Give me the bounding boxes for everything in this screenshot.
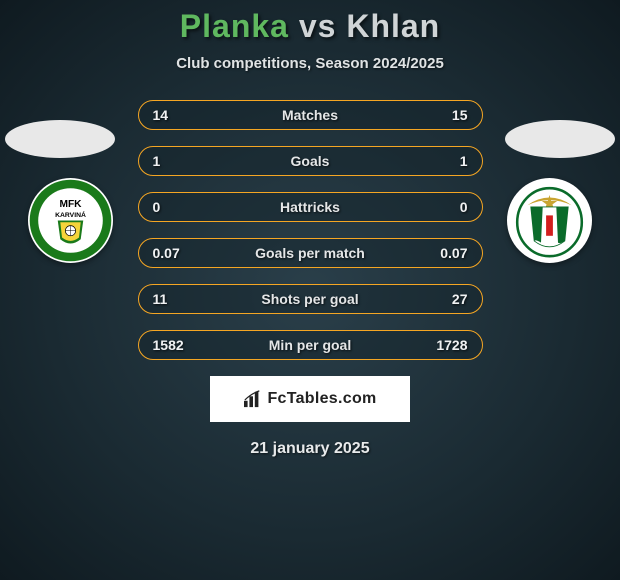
stat-label: Goals per match [255, 245, 365, 261]
team1-badge: MFK KARVINÁ [28, 178, 113, 263]
comparison-title: Planka vs Khlan [0, 8, 620, 45]
player1-name: Planka [180, 8, 289, 44]
competition-subtitle: Club competitions, Season 2024/2025 [0, 55, 620, 72]
team2-badge [507, 178, 592, 263]
stat-left-value: 1582 [153, 337, 184, 353]
stat-left-value: 11 [153, 291, 168, 307]
stat-label: Matches [282, 107, 338, 123]
stat-row: 0 Hattricks 0 [138, 192, 483, 222]
stat-label: Hattricks [280, 199, 340, 215]
stats-table: 14 Matches 15 1 Goals 1 0 Hattricks 0 0.… [138, 100, 483, 360]
fctables-attribution[interactable]: FcTables.com [210, 376, 410, 422]
stat-row: 11 Shots per goal 27 [138, 284, 483, 314]
player2-photo-placeholder [505, 120, 615, 158]
svg-text:MFK: MFK [59, 199, 82, 210]
fctables-logo: FcTables.com [243, 390, 376, 408]
bar-chart-icon [243, 390, 263, 408]
svg-text:KARVINÁ: KARVINÁ [55, 210, 86, 219]
stat-left-value: 1 [153, 153, 161, 169]
vs-separator: vs [299, 8, 337, 44]
stat-row: 1582 Min per goal 1728 [138, 330, 483, 360]
mfk-karvina-crest-icon: MFK KARVINÁ [28, 178, 113, 263]
comparison-card: Planka vs Khlan Club competitions, Seaso… [0, 0, 620, 458]
stat-label: Min per goal [269, 337, 351, 353]
stat-left-value: 14 [153, 107, 169, 123]
stat-row: 0.07 Goals per match 0.07 [138, 238, 483, 268]
stat-right-value: 1728 [436, 337, 467, 353]
stat-left-value: 0.07 [153, 245, 180, 261]
stat-right-value: 27 [452, 291, 468, 307]
stat-row: 14 Matches 15 [138, 100, 483, 130]
stat-right-value: 0 [460, 199, 468, 215]
stat-left-value: 0 [153, 199, 161, 215]
comparison-date: 21 january 2025 [0, 440, 620, 458]
player2-name: Khlan [346, 8, 440, 44]
player1-photo-placeholder [5, 120, 115, 158]
stat-row: 1 Goals 1 [138, 146, 483, 176]
stat-label: Goals [291, 153, 330, 169]
lechia-gdansk-crest-icon [507, 178, 592, 263]
fctables-text: FcTables.com [267, 390, 376, 408]
stat-label: Shots per goal [261, 291, 358, 307]
stat-right-value: 1 [460, 153, 468, 169]
stat-right-value: 0.07 [440, 245, 467, 261]
stat-right-value: 15 [452, 107, 468, 123]
